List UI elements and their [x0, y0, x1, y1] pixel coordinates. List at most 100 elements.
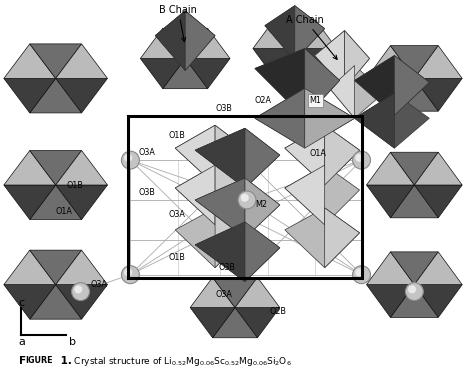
Circle shape	[121, 151, 139, 169]
Polygon shape	[391, 285, 438, 317]
Polygon shape	[30, 285, 82, 319]
Circle shape	[72, 283, 90, 301]
Polygon shape	[414, 285, 462, 317]
Polygon shape	[235, 277, 280, 307]
Circle shape	[124, 268, 132, 277]
Polygon shape	[391, 46, 438, 78]
Text: A Chain: A Chain	[286, 14, 337, 59]
Polygon shape	[355, 55, 394, 115]
Text: O3A: O3A	[91, 280, 108, 289]
Polygon shape	[4, 78, 55, 113]
Polygon shape	[163, 28, 208, 59]
Polygon shape	[366, 152, 414, 185]
Text: O3A: O3A	[215, 290, 232, 299]
Polygon shape	[195, 178, 280, 238]
Polygon shape	[315, 30, 345, 89]
Text: c: c	[19, 298, 25, 307]
Circle shape	[124, 154, 132, 162]
Polygon shape	[414, 46, 462, 78]
Polygon shape	[345, 30, 370, 89]
Polygon shape	[185, 59, 230, 89]
Bar	[128, 116, 362, 278]
Polygon shape	[140, 28, 185, 59]
Polygon shape	[55, 185, 108, 220]
Polygon shape	[215, 165, 248, 225]
Text: Crystal structure of Li$_{0.52}$Mg$_{0.06}$Sc$_{0.52}$Mg$_{0.06}$Si$_2$O$_6$: Crystal structure of Li$_{0.52}$Mg$_{0.0…	[71, 355, 292, 368]
Polygon shape	[285, 165, 325, 225]
Text: O1A: O1A	[310, 149, 327, 158]
Polygon shape	[245, 222, 280, 282]
Circle shape	[356, 154, 364, 162]
Polygon shape	[215, 208, 248, 268]
Polygon shape	[4, 185, 55, 220]
Polygon shape	[391, 185, 438, 218]
Polygon shape	[30, 44, 82, 78]
Polygon shape	[355, 93, 394, 148]
Polygon shape	[366, 185, 414, 218]
Polygon shape	[295, 6, 325, 60]
Text: IGURE: IGURE	[25, 356, 52, 365]
Polygon shape	[391, 252, 438, 285]
Polygon shape	[295, 49, 337, 77]
Circle shape	[353, 266, 371, 283]
Polygon shape	[30, 78, 82, 113]
Polygon shape	[140, 59, 185, 89]
Polygon shape	[195, 222, 280, 282]
Polygon shape	[265, 6, 295, 60]
Polygon shape	[255, 49, 340, 118]
Polygon shape	[175, 165, 215, 225]
Polygon shape	[325, 125, 360, 185]
Polygon shape	[295, 20, 337, 49]
Polygon shape	[175, 165, 248, 225]
Circle shape	[74, 285, 82, 293]
Polygon shape	[329, 65, 355, 118]
Polygon shape	[213, 277, 257, 307]
Text: O1A: O1A	[55, 207, 73, 217]
Polygon shape	[4, 285, 55, 319]
Polygon shape	[285, 165, 360, 225]
Polygon shape	[195, 128, 280, 188]
Polygon shape	[185, 11, 215, 70]
Polygon shape	[253, 20, 295, 49]
Polygon shape	[155, 11, 215, 70]
Polygon shape	[255, 49, 305, 118]
Polygon shape	[305, 49, 340, 118]
Polygon shape	[285, 125, 360, 185]
Text: B Chain: B Chain	[159, 5, 197, 41]
Polygon shape	[30, 185, 82, 220]
Circle shape	[405, 283, 423, 301]
Polygon shape	[190, 277, 235, 307]
Polygon shape	[245, 128, 280, 188]
Polygon shape	[366, 78, 414, 111]
Text: 1.: 1.	[57, 356, 72, 366]
Polygon shape	[190, 307, 235, 338]
Polygon shape	[175, 125, 215, 185]
Polygon shape	[391, 78, 438, 111]
Text: a: a	[19, 337, 26, 347]
Polygon shape	[265, 6, 325, 60]
Text: O3B: O3B	[138, 188, 155, 198]
Polygon shape	[195, 222, 245, 282]
Polygon shape	[329, 65, 384, 118]
Polygon shape	[215, 125, 248, 185]
Polygon shape	[30, 150, 82, 185]
Polygon shape	[414, 152, 462, 185]
Polygon shape	[195, 178, 245, 238]
Polygon shape	[305, 89, 355, 148]
Polygon shape	[285, 208, 360, 268]
Polygon shape	[175, 125, 248, 185]
Text: O1B: O1B	[67, 180, 83, 190]
Circle shape	[238, 191, 256, 209]
Polygon shape	[391, 152, 438, 185]
Polygon shape	[195, 128, 245, 188]
Polygon shape	[4, 250, 55, 285]
Polygon shape	[185, 28, 230, 59]
Polygon shape	[414, 78, 462, 111]
Polygon shape	[414, 185, 462, 218]
Polygon shape	[255, 89, 355, 148]
Circle shape	[241, 194, 249, 202]
Text: O3B: O3B	[218, 263, 235, 272]
Polygon shape	[414, 252, 462, 285]
Polygon shape	[55, 285, 108, 319]
Circle shape	[408, 285, 416, 293]
